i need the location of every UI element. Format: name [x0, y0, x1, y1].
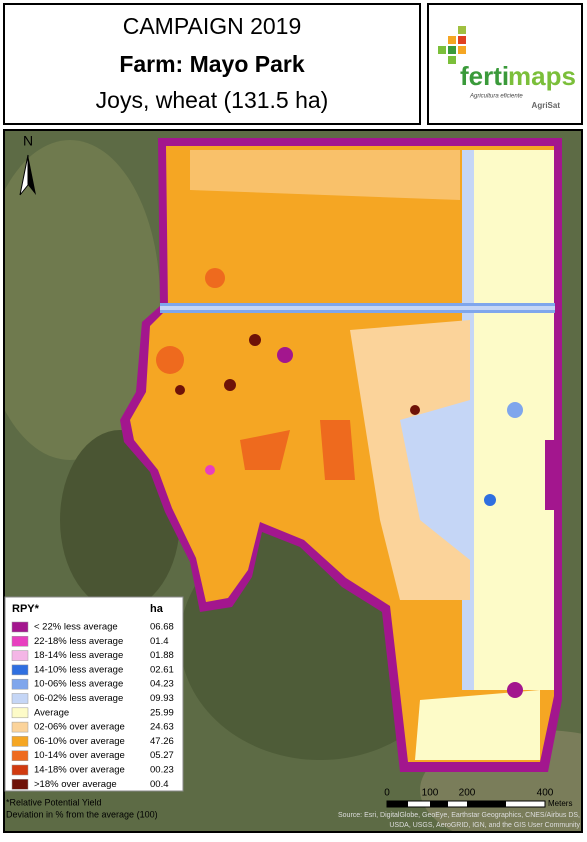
legend-ha: 24.63	[150, 722, 174, 733]
crop: Joys, wheat (131.5 ha)	[96, 87, 329, 113]
attribution: USDA, USGS, AeroGRID, IGN, and the GIS U…	[389, 822, 580, 829]
legend-ha: 06.68	[150, 622, 174, 633]
scale-unit: Meters	[548, 799, 572, 808]
scale-label: 200	[459, 788, 476, 799]
legend-swatch	[11, 707, 29, 719]
legend-ha: 09.93	[150, 693, 174, 704]
legend-label: 02-06% over average	[34, 722, 125, 733]
legend-label: Average	[34, 707, 69, 718]
scale-bar-segment	[387, 801, 408, 807]
legend-swatch	[11, 750, 29, 761]
footnote: *Relative Potential Yield	[6, 797, 102, 807]
legend-ha: 02.61	[150, 664, 174, 675]
scale-label: 400	[537, 788, 554, 799]
legend-ha: 00.23	[150, 765, 174, 776]
legend-label: 10-14% over average	[34, 750, 125, 761]
legend-unit: ha	[150, 603, 164, 615]
logo-tagline: Agricultura eficiente	[469, 94, 523, 100]
legend-label: 14-18% over average	[34, 765, 125, 776]
legend-ha: 47.26	[150, 736, 174, 747]
legend-ha: 01.88	[150, 650, 174, 661]
scale-bar	[386, 800, 546, 808]
legend-ha: 00.4	[150, 779, 169, 790]
legend-label: 22-18% less average	[34, 636, 123, 647]
legend-label: >18% over average	[34, 779, 117, 790]
north-arrow-dark	[28, 155, 36, 195]
logo-brand: AgriSat	[532, 101, 561, 110]
map-frame	[3, 129, 583, 833]
map-image	[4, 130, 582, 832]
logo-maps: maps	[508, 61, 576, 91]
legend-label: 10-06% less average	[34, 679, 123, 690]
legend-swatch	[11, 736, 29, 747]
logo-icon	[438, 26, 466, 64]
scale-labels: 0 100 200 400	[384, 788, 554, 799]
legend-label: 06-02% less average	[34, 693, 123, 704]
legend-swatch	[11, 636, 29, 647]
legend-label: 18-14% less average	[34, 650, 123, 661]
legend-label: < 22% less average	[34, 622, 118, 633]
legend-label: 14-10% less average	[34, 664, 123, 675]
legend-swatch	[11, 693, 29, 704]
attribution: Source: Esri, DigitalGlobe, GeoEye, Eart…	[338, 812, 580, 819]
legend-items: < 22% less average 06.68 22-18% less avera…	[11, 621, 174, 790]
legend-swatch	[11, 678, 29, 690]
footnote: Deviation in % from the average (100)	[6, 809, 158, 819]
legend-box	[4, 596, 184, 792]
farm: Farm: Mayo Park	[119, 51, 305, 77]
logo-ferti: ferti	[460, 61, 509, 91]
scale-bar-segment	[430, 801, 448, 807]
legend-swatch	[11, 664, 29, 676]
legend-ha: 01.4	[150, 636, 169, 647]
scale-bar-segment	[467, 801, 506, 807]
legend-swatch	[11, 621, 29, 633]
north-label: N	[23, 133, 33, 149]
legend-ha: 05.27	[150, 750, 174, 761]
scale-label: 0	[384, 788, 390, 799]
legend-title: RPY*	[12, 603, 40, 615]
legend-swatch	[11, 650, 29, 661]
legend-swatch	[11, 779, 29, 790]
header-box	[3, 3, 421, 125]
title: CAMPAIGN 2019	[123, 13, 302, 39]
legend-ha: 04.23	[150, 679, 174, 690]
legend-ha: 25.99	[150, 707, 174, 718]
scale-label: 100	[422, 788, 439, 799]
legend-swatch	[11, 764, 29, 776]
legend-label: 06-10% over average	[34, 736, 125, 747]
legend-swatch	[11, 721, 29, 733]
